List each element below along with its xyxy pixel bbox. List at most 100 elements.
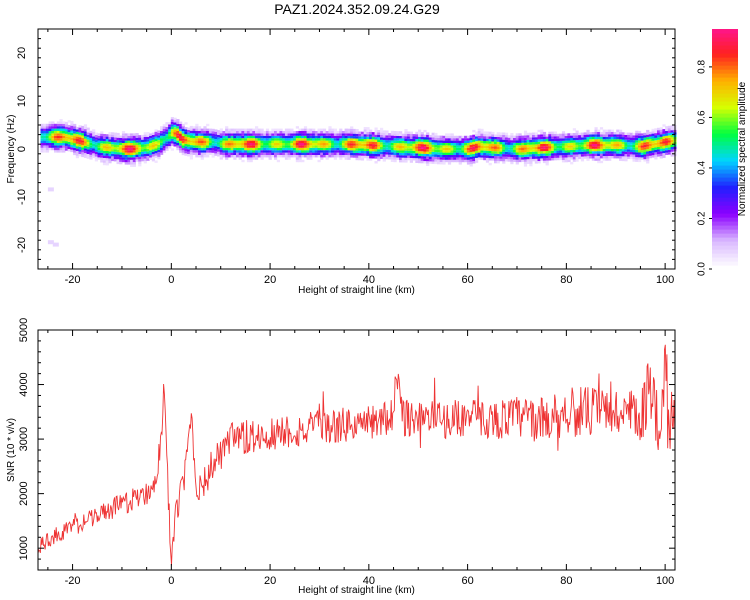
heatmap-cell <box>113 147 117 150</box>
heatmap-cell <box>173 124 177 128</box>
heatmap-cell <box>515 159 519 163</box>
heatmap-cell <box>132 147 136 151</box>
heatmap-cell <box>233 150 237 153</box>
heatmap-cell <box>97 143 101 146</box>
heatmap-cell <box>40 145 44 148</box>
heatmap-cell <box>475 143 479 146</box>
heatmap-cell <box>176 143 180 146</box>
heatmap-cell <box>654 137 658 141</box>
heatmap-cell <box>567 147 571 151</box>
heatmap-cell <box>138 140 142 143</box>
heatmap-cell <box>70 125 74 129</box>
heatmap-cell <box>537 139 541 142</box>
heatmap-cell <box>580 137 585 140</box>
x-tick-label: 20 <box>264 575 276 587</box>
heatmap-cell <box>347 131 351 134</box>
heatmap-cell <box>583 132 587 135</box>
heatmap-cell <box>659 136 663 140</box>
heatmap-cell <box>160 135 164 139</box>
heatmap-cell <box>51 143 55 146</box>
heatmap-cell <box>130 143 134 146</box>
heatmap-cell <box>276 159 280 163</box>
heatmap-cell <box>605 158 609 161</box>
heatmap-cell <box>610 136 614 140</box>
heatmap-cell <box>629 152 633 155</box>
heatmap-cell <box>279 128 283 131</box>
heatmap-cell <box>70 135 74 138</box>
heatmap-cell <box>268 147 272 151</box>
heatmap-cell <box>434 161 438 165</box>
heatmap-cell <box>499 146 503 150</box>
heatmap-cell <box>119 137 123 141</box>
heatmap-cell <box>151 159 155 162</box>
heatmap-cell <box>293 143 297 146</box>
heatmap-cell <box>494 160 498 164</box>
colorbar-swatch <box>712 33 738 38</box>
heatmap-cell <box>662 155 666 158</box>
heatmap-cell <box>608 156 612 159</box>
heatmap-cell <box>589 151 593 154</box>
heatmap-cell <box>309 152 313 155</box>
heatmap-cell <box>244 147 248 151</box>
heatmap-cell <box>599 127 604 130</box>
colorbar-swatch <box>712 253 738 258</box>
heatmap-cell <box>320 145 324 148</box>
heatmap-cell <box>208 128 213 131</box>
heatmap-cell <box>428 135 432 138</box>
heatmap-cell <box>132 162 136 165</box>
heatmap-cell <box>624 142 628 145</box>
heatmap-cell <box>540 136 544 140</box>
heatmap-cell <box>377 130 381 133</box>
heatmap-cell <box>149 157 153 160</box>
heatmap-cell <box>385 156 389 160</box>
heatmap-cell <box>507 159 511 162</box>
heatmap-cell <box>344 143 348 146</box>
heatmap-cell <box>352 150 356 153</box>
heatmap-cell <box>515 152 519 155</box>
heatmap-cell <box>130 150 134 153</box>
heatmap-cell <box>211 155 215 158</box>
heatmap-cell <box>624 154 628 157</box>
heatmap-cell <box>328 126 332 129</box>
heatmap-cell <box>461 159 465 163</box>
heatmap-cell <box>344 133 348 136</box>
heatmap-cell <box>594 156 598 159</box>
heatmap-cell <box>659 134 663 137</box>
heatmap-cell <box>260 133 264 136</box>
heatmap-cell <box>225 140 229 143</box>
heatmap-cell <box>556 133 560 137</box>
heatmap-cell <box>195 155 199 158</box>
heatmap-cell <box>396 150 400 153</box>
heatmap-cell <box>450 138 454 141</box>
heatmap-cell <box>363 129 367 132</box>
heatmap-cell <box>559 148 563 151</box>
heatmap-cell <box>86 137 90 140</box>
heatmap-cell <box>561 160 566 163</box>
heatmap-cell <box>268 152 272 155</box>
heatmap-cell <box>249 150 253 153</box>
heatmap-cell <box>423 141 427 145</box>
heatmap-cell <box>542 151 547 154</box>
colorbar-swatch <box>712 157 738 162</box>
heatmap-cell <box>401 150 405 153</box>
heatmap-cell <box>217 130 221 133</box>
heatmap-cell <box>40 147 44 151</box>
heatmap-cell <box>119 152 123 155</box>
heatmap-cell <box>657 132 661 135</box>
heatmap-cell <box>121 138 126 141</box>
heatmap-cell <box>480 131 484 134</box>
heatmap-cell <box>314 145 318 148</box>
heatmap-cell <box>578 154 582 157</box>
heatmap-cell <box>170 138 174 142</box>
x-tick-label: -20 <box>65 274 81 286</box>
heatmap-cell <box>233 145 237 148</box>
y-tick-label: 3000 <box>18 427 30 451</box>
heatmap-cell <box>358 155 362 158</box>
heatmap-cell <box>578 151 582 155</box>
heatmap-cell <box>632 132 636 136</box>
heatmap-cell <box>132 140 136 143</box>
heatmap-cell <box>437 159 441 162</box>
heatmap-cell <box>401 140 405 144</box>
figure-title: PAZ1.2024.352.09.24.G29 <box>274 1 440 17</box>
